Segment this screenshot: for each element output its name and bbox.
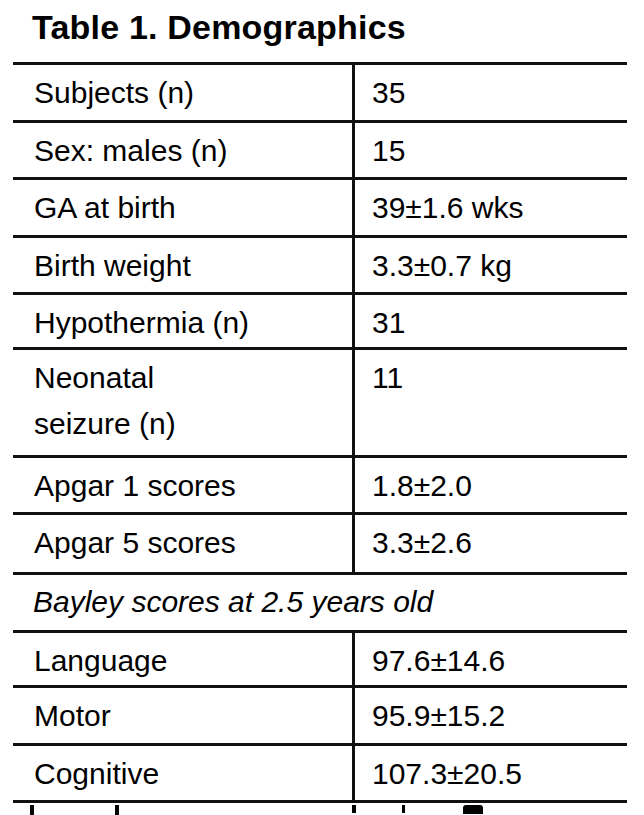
row-label: Cognitive [13,746,355,800]
row-label-text: Neonatal seizure (n) [34,355,254,447]
row-value: 35 [355,65,627,120]
row-value: 11 [355,350,627,455]
cropped-glyph-top [463,805,483,814]
table-row-apgar-5: Apgar 5 scores 3.3±2.6 [13,515,627,575]
table-row-hypothermia: Hypothermia (n) 31 [13,295,627,350]
row-value: 97.6±14.6 [355,633,627,685]
row-label: Apgar 1 scores [13,458,355,512]
cropped-glyph-top [115,805,119,815]
cropped-text-fragments [0,805,644,815]
row-label: Hypothermia (n) [13,295,355,347]
row-label: Apgar 5 scores [13,515,355,572]
table-row-birth-weight: Birth weight 3.3±0.7 kg [13,238,627,295]
row-label: Language [13,633,355,685]
table-row-neonatal-seizure: Neonatal seizure (n) 11 [13,350,627,458]
table-title: Table 1. Demographics [32,8,406,47]
table-row-cognitive: Cognitive 107.3±20.5 [13,746,627,803]
table-row-subjects: Subjects (n) 35 [13,65,627,123]
row-value: 3.3±0.7 kg [355,238,627,292]
demographics-table: Subjects (n) 35 Sex: males (n) 15 GA at … [13,62,627,803]
table-row-sex: Sex: males (n) 15 [13,123,627,180]
row-value: 107.3±20.5 [355,746,627,800]
table-section-bayley: Bayley scores at 2.5 years old [13,575,627,633]
table-row-apgar-1: Apgar 1 scores 1.8±2.0 [13,458,627,515]
table-row-language: Language 97.6±14.6 [13,633,627,688]
row-value: 31 [355,295,627,347]
row-label: Subjects (n) [13,65,355,120]
table-row-motor: Motor 95.9±15.2 [13,688,627,746]
cropped-glyph-top [30,805,34,815]
row-label: Birth weight [13,238,355,292]
table-row-ga-at-birth: GA at birth 39±1.6 wks [13,180,627,238]
row-label: Sex: males (n) [13,123,355,177]
cropped-glyph-top [352,805,356,813]
row-label: GA at birth [13,180,355,235]
row-value: 95.9±15.2 [355,688,627,743]
row-label: Neonatal seizure (n) [13,350,355,455]
row-value: 39±1.6 wks [355,180,627,235]
row-value: 3.3±2.6 [355,515,627,572]
row-label: Motor [13,688,355,743]
row-value: 15 [355,123,627,177]
cropped-glyph-top [402,805,405,813]
row-value: 1.8±2.0 [355,458,627,512]
section-label: Bayley scores at 2.5 years old [13,575,627,630]
